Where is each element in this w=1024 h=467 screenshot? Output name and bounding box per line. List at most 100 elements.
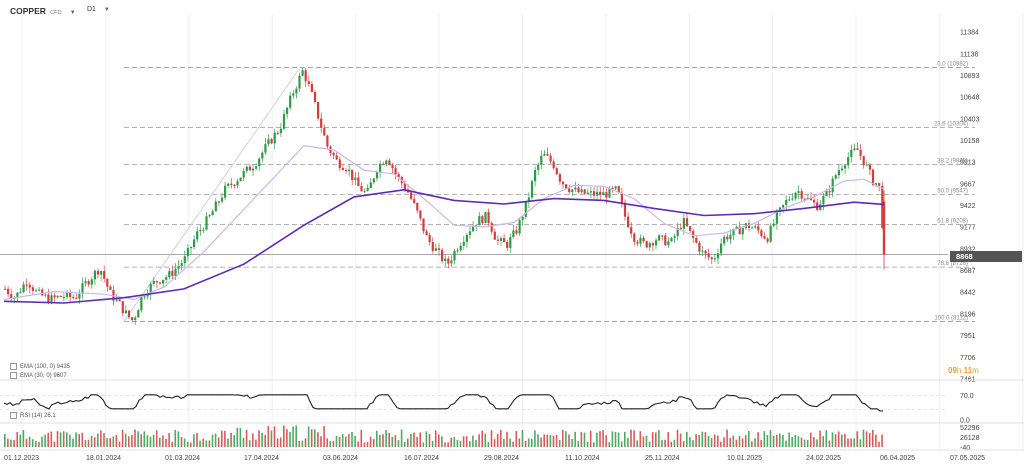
volume-bar [410,433,412,447]
volume-bar [183,438,186,447]
volume-bar [171,442,173,447]
x-tick-label: 17.04.2024 [244,455,279,462]
candle-body [596,191,599,196]
volume-bar [258,430,260,447]
volume-bar [273,426,276,447]
candle-body [224,185,227,198]
candle-body [183,256,186,264]
chevron-down-icon[interactable]: ▼ [103,7,110,13]
volume-bar [385,429,387,447]
volume-bar [155,430,158,447]
volume-bar [407,438,409,447]
volume-bar [140,434,142,447]
y-tick-label: 10158 [960,138,980,145]
candle-body [273,132,276,144]
candle-body [131,317,134,321]
volume-bar [152,434,155,447]
candle-body [658,235,661,241]
candle-body [251,168,255,171]
candle-body [28,284,31,288]
volume-bar [744,435,747,447]
candle-body [809,197,813,201]
volume-bar [794,434,797,447]
volume-bar [301,440,304,447]
volume-bar [394,435,397,447]
chevron-down-icon[interactable]: ▼ [69,10,76,16]
y-tick-label: 9422 [960,203,976,210]
volume-bar [186,441,189,447]
candle-body [344,169,348,172]
volume-bar [425,431,428,447]
candle-body [586,192,589,194]
volume-bar [655,432,657,447]
timeframe-selector[interactable]: D1 ▼ [87,6,110,13]
eye-icon[interactable] [10,372,17,379]
candle-body [568,188,571,193]
volume-bar [236,427,239,447]
y-tick-label: 11138 [960,51,979,58]
volume-bar [760,440,762,447]
fib-level-label: 50.0 (9547) [937,188,968,194]
candle-body [509,237,512,248]
legend-ema100[interactable]: EMA (100, 0) 9435 [10,363,70,370]
volume-bar [720,441,722,447]
candle-body [499,238,503,241]
candle-body [264,144,267,153]
volume-bar [286,429,288,447]
volume-bar [819,430,821,447]
candle-body [825,191,828,197]
candle-body [177,265,180,269]
volume-bar [447,442,449,447]
eye-icon[interactable] [10,363,17,370]
candle-body [775,211,778,224]
candle-body [778,207,782,212]
candle-body [689,226,692,231]
rsi-label: RSI (14) 26.1 [20,413,56,420]
symbol-selector[interactable]: COPPER CFD ▼ [10,6,76,16]
volume-bar [335,435,338,447]
candle-body [751,227,754,229]
volume-bar [13,440,15,447]
volume-bar [379,434,381,447]
volume-bar [314,429,316,447]
candle-body [47,294,50,303]
candle-body [425,231,428,236]
candle-body [403,183,406,190]
candle-body [695,237,698,243]
candle-body [165,277,168,280]
volume-bar [772,435,775,447]
legend-ema30[interactable]: EMA (30, 0) 9607 [10,372,67,379]
volume-bar [695,434,697,447]
volume-bar [66,432,68,447]
candle-body [682,218,685,229]
candle-body [394,168,397,175]
candle-body [723,236,726,244]
candle-body [642,237,645,242]
candle-body [664,235,667,246]
volume-bar [754,438,756,447]
y-tick-label: 9667 [960,181,976,188]
candle-body [313,91,317,102]
volume-bar [128,436,130,447]
volume-bar [56,431,59,447]
volume-bar [456,439,459,447]
volume-bar [177,431,180,447]
volume-bar [38,442,40,447]
volume-bar [97,433,99,447]
volume-bar [233,435,235,447]
candle-body [348,169,351,172]
candle-body [456,250,459,252]
volume-bar [518,438,521,447]
candle-body [100,271,103,275]
legend-rsi[interactable]: RSI (14) 26.1 [10,412,56,419]
candle-body [878,183,881,186]
eye-icon[interactable] [10,412,17,419]
volume-bar [376,430,378,447]
volume-bar [599,431,601,447]
candle-body [317,101,320,119]
volume-bar [837,431,840,447]
y-tick-label: 10648 [960,95,980,102]
candle-body [233,185,236,187]
volume-bar [162,435,164,447]
